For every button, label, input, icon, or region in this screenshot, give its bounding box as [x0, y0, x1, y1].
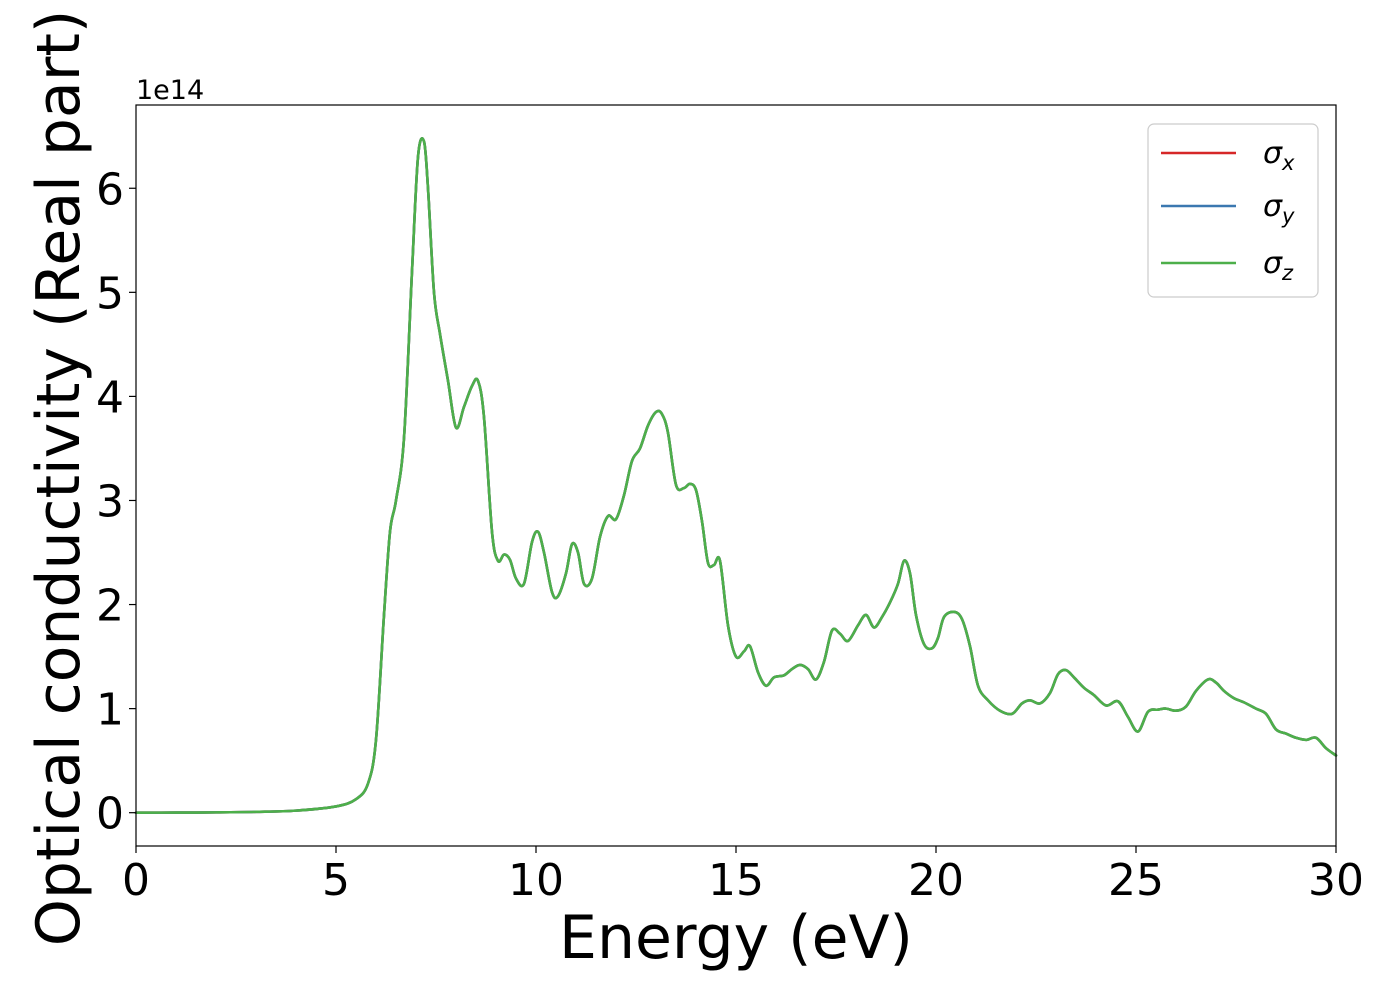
- legend: σx σy σz: [1147, 123, 1319, 298]
- legend-label: σz: [1263, 246, 1294, 285]
- legend-label: σx: [1263, 136, 1295, 175]
- y-tick-label: 0: [96, 789, 124, 840]
- x-tick-label: 5: [322, 855, 350, 906]
- plot-area: [136, 105, 1336, 846]
- y-tick-label: 4: [96, 372, 124, 423]
- series-line-σz: [134, 137, 1338, 814]
- y-axis: 0 1 2 3 4 5 6: [96, 164, 136, 840]
- legend-label: σy: [1263, 189, 1295, 228]
- y-tick-label: 6: [96, 164, 124, 215]
- series-layer: [134, 137, 1338, 814]
- y-offset-label: 1e14: [136, 75, 204, 106]
- x-tick-label: 10: [508, 855, 564, 906]
- x-tick-label: 15: [708, 855, 764, 906]
- y-tick-label: 1: [96, 685, 124, 736]
- y-axis-label: Optical conductivity (Real part): [24, 10, 94, 947]
- x-tick-label: 25: [1108, 855, 1164, 906]
- x-axis: 0 5 10 15 20 25 30: [122, 846, 1364, 906]
- x-tick-label: 30: [1308, 855, 1364, 906]
- x-tick-label: 0: [122, 855, 150, 906]
- y-tick-label: 2: [96, 581, 124, 632]
- x-tick-label: 20: [908, 855, 964, 906]
- legend-box: [1147, 123, 1319, 298]
- x-axis-label: Energy (eV): [559, 903, 913, 973]
- y-tick-label: 5: [96, 268, 124, 319]
- y-tick-label: 3: [96, 476, 124, 527]
